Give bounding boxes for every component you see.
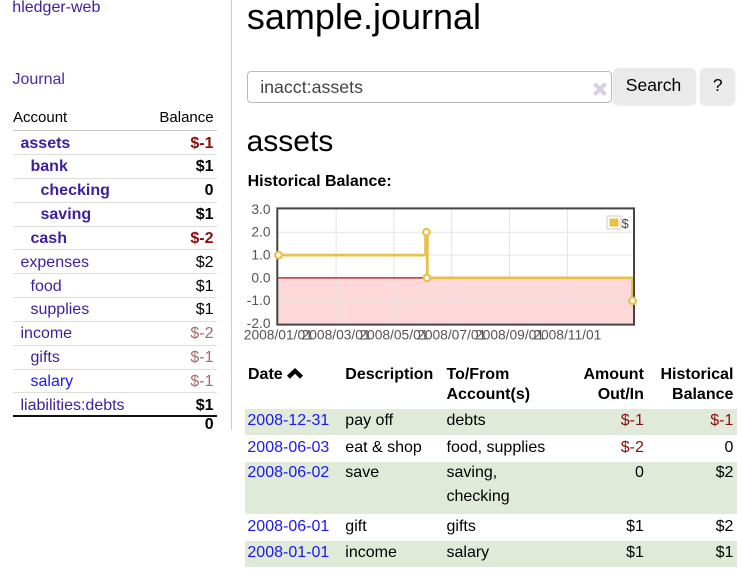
svg-text:-1.0: -1.0 [247,293,271,308]
svg-text:2008/05/01: 2008/05/01 [359,328,428,343]
svg-text:0.0: 0.0 [251,270,271,285]
svg-text:2008/01/01: 2008/01/01 [244,328,313,343]
svg-text:2.0: 2.0 [251,225,271,240]
svg-text:-2.0: -2.0 [247,316,271,331]
svg-text:1.0: 1.0 [251,248,271,263]
svg-text:2008/03/01: 2008/03/01 [302,328,371,343]
svg-text:$: $ [622,216,630,231]
svg-text:2008/07/01: 2008/07/01 [417,328,486,343]
svg-text:3.0: 3.0 [251,202,271,217]
svg-text:2008/11/01: 2008/11/01 [533,328,601,343]
svg-text:2008/09/01: 2008/09/01 [475,328,544,343]
